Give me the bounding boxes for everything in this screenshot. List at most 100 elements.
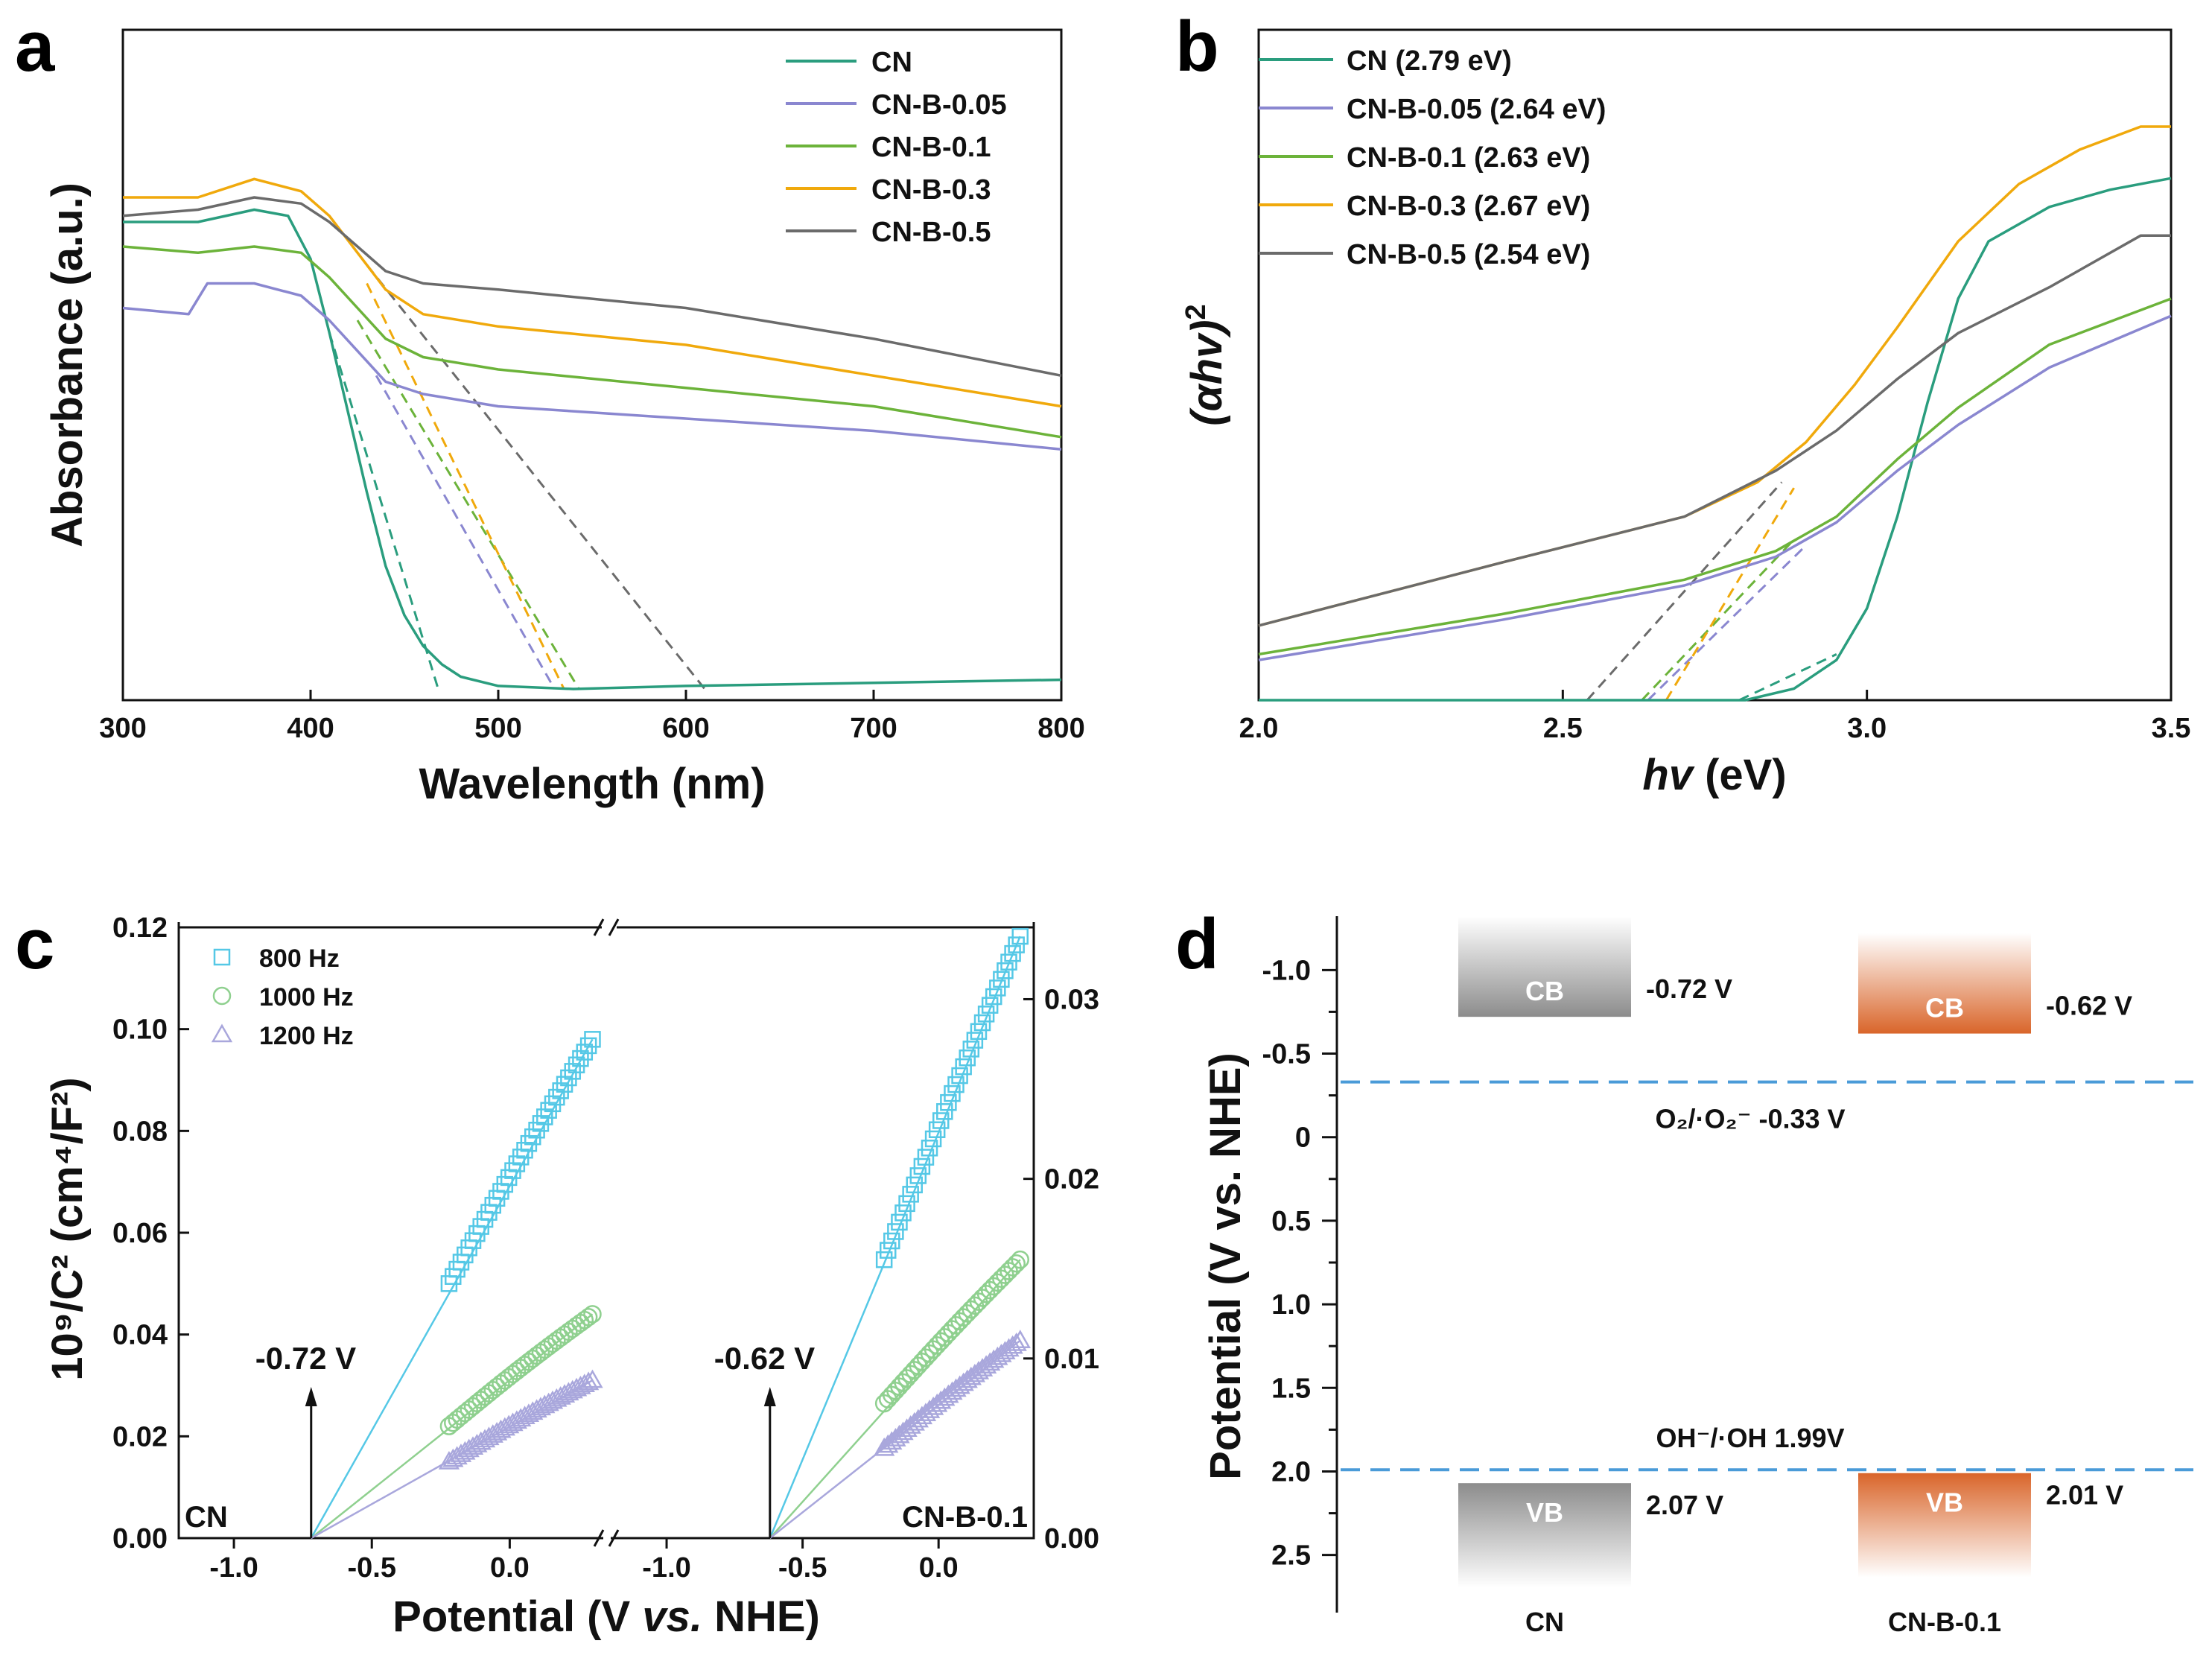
panel-b-y-label-sup: 2 [1180, 304, 1212, 320]
panel-a-legend: CN CN-B-0.05 CN-B-0.1 CN-B-0.3 CN-B-0.5 [786, 47, 1007, 248]
panel-c-sublabel-cn: CN [185, 1501, 228, 1534]
panel-c-marker-square [584, 1031, 601, 1048]
panel-c-marker-triangle [900, 1415, 921, 1434]
panel-c-marker-square [906, 1176, 923, 1194]
panel-d-ytick-label: -0.5 [1262, 1039, 1311, 1070]
panel-c-marker-square [917, 1149, 935, 1166]
panel-c-marker-triangle [918, 1400, 941, 1418]
panel-c-marker-square [947, 1076, 964, 1093]
panel-a-legend-label: CN [871, 47, 912, 78]
panel-a-tangent-cn [328, 332, 439, 690]
panel-a-xtick-label: 500 [474, 713, 521, 744]
panel-c-marker-triangle [582, 1369, 603, 1388]
panel-c-marker-triangle [1009, 1330, 1031, 1348]
panel-c-marker-triangle [922, 1396, 944, 1415]
panel-c-marker-square [891, 1213, 908, 1231]
panel-d-levels: O₂/·O₂⁻ -0.33 V OH⁻/·OH 1.99V [1341, 1080, 2193, 1472]
panel-c-break-mark [593, 1529, 605, 1547]
panel-c-marker-triangle [573, 1374, 595, 1392]
panel-b-x-label: hv (eV) [1642, 751, 1786, 799]
panel-a-frame [121, 28, 1063, 702]
panel-c-marker-square [993, 971, 1010, 988]
panel-c-marker-square [989, 979, 1006, 997]
panel-c-marker-triangle [911, 1406, 933, 1425]
panel-b-xtick-label: 3.5 [2152, 713, 2191, 744]
panel-b-xtick-label: 2.5 [1543, 713, 1583, 744]
panel-d-ticks: -1.0 -0.5 0 0.5 1.0 1.5 2.0 2.5 [1262, 955, 1337, 1572]
panel-c-ytick-left-label: 0.10 [112, 1014, 168, 1046]
panel-a-x-ticks: 300 400 500 600 700 800 [99, 690, 1085, 744]
panel-c-marker-square [997, 962, 1014, 979]
panel-d-ytick-label: 1.0 [1271, 1289, 1311, 1321]
panel-c-ytick-left-label: 0.04 [112, 1320, 168, 1351]
panel-c-marker-triangle [896, 1418, 918, 1438]
panel-c-marker-square [973, 1014, 991, 1032]
panel-c-ytick-left-label: 0.02 [112, 1421, 168, 1452]
panel-c-marker-square [981, 997, 999, 1014]
panel-d-vb-block [1858, 1473, 2031, 1578]
panel-d-y-label: Potential (V vs. NHE) [1201, 1052, 1250, 1480]
panel-c-data: -0.72 V -0.62 V [211, 927, 1031, 1540]
panel-c-marker-triangle [930, 1390, 952, 1409]
panel-b-tangent-cn-b-0-05 [1647, 544, 1808, 702]
panel-c-marker-square [879, 1242, 897, 1259]
panel-b-x-ticks: 2.0 2.5 3.0 3.5 [1239, 690, 2191, 744]
panel-b-tangent-cn-b-0-3 [1665, 487, 1795, 701]
panel-a-chart: 300 400 500 600 700 800 CNCN-B-0.05CN-B-0.1CN… [43, 28, 1085, 808]
panel-c-marker-square [936, 1103, 953, 1120]
panel-c-marker-square [951, 1067, 968, 1085]
panel-d-vb-value: 2.07 V [1646, 1490, 1723, 1520]
panel-a-y-label: Absorbance (a.u.) [43, 182, 92, 547]
panel-c-marker-square [977, 1006, 995, 1023]
panel-c-flatband-arrowhead [763, 1387, 776, 1406]
panel-c-marker-circle [1011, 1250, 1029, 1269]
panel-c-marker-square [1004, 944, 1021, 962]
panel-c-ytick-right-label: 0.00 [1044, 1523, 1099, 1555]
panel-b-xtick-label: 3.0 [1847, 713, 1887, 744]
panel-label-c: c [15, 904, 54, 984]
panel-c-break-mark [608, 918, 620, 936]
panel-c-marker-triangle [934, 1387, 956, 1406]
panel-b-legend-label: CN-B-0.1 (2.63 eV) [1347, 142, 1590, 174]
panel-c-flatband-label: -0.72 V [255, 1341, 356, 1376]
panel-a-line-cn-b-0-05 [122, 282, 1062, 451]
panel-c-ytick-right-label: 0.02 [1044, 1164, 1099, 1195]
panel-c-marker-triangle [953, 1372, 974, 1391]
panel-c-marker-triangle [577, 1371, 600, 1391]
panel-c-marker-triangle [907, 1409, 929, 1428]
panel-c-marker-square [887, 1223, 904, 1240]
panel-c-x-label-a: Potential (V [392, 1592, 642, 1641]
panel-a-tangent-cn-b-0-05 [375, 375, 556, 690]
panel-c-x-label-vs: vs. [642, 1592, 702, 1641]
panel-b-chart: 2.0 2.5 3.0 3.5 CN (2.79 eV) CN-B-0.05 (2.64… [1180, 28, 2191, 799]
panel-c-marker-triangle [938, 1384, 959, 1403]
panel-b-xtick-label: 2.0 [1239, 713, 1279, 744]
panel-c-marker-square [1011, 927, 1029, 945]
panel-c-marker-square [962, 1041, 980, 1058]
panel-b-line-cn-b-0-1 [1258, 297, 2172, 656]
panel-c-xtick-label: -1.0 [209, 1552, 258, 1584]
panel-a-line-cn-b-0-5 [122, 196, 1062, 378]
panel-a-xtick-label: 400 [287, 713, 334, 744]
panel-c-marker-square [959, 1049, 976, 1067]
panel-label-a: a [15, 7, 55, 86]
panel-d-cb-value: -0.72 V [1646, 974, 1732, 1004]
panel-c-ytick-right-label: 0.01 [1044, 1344, 1099, 1375]
panel-c-marker-triangle [874, 1437, 895, 1456]
panel-c-marker-triangle [211, 1023, 233, 1043]
panel-label-b: b [1175, 7, 1219, 86]
panel-c-break-mark [608, 1529, 620, 1547]
panel-a-xtick-label: 700 [850, 713, 897, 744]
panel-b-tangents [1586, 481, 1837, 702]
panel-c-marker-square [213, 948, 231, 966]
panel-a-xtick-label: 300 [99, 713, 146, 744]
panel-c-ticks: 0.00 0.02 0.04 0.06 0.08 0.10 0.12 0.00 0.01 0.02… [112, 912, 1099, 1584]
panel-c-xtick-label: 0.0 [490, 1552, 530, 1584]
panel-a-line-cn-b-0-3 [123, 177, 1062, 408]
panel-c-fit-line [310, 1038, 594, 1539]
panel-d-material-name: CN-B-0.1 [1888, 1607, 2001, 1637]
panel-c-marker-square [970, 1023, 988, 1041]
panel-b-legend-label: CN (2.79 eV) [1347, 45, 1512, 77]
panel-c-marker-triangle [949, 1375, 970, 1394]
